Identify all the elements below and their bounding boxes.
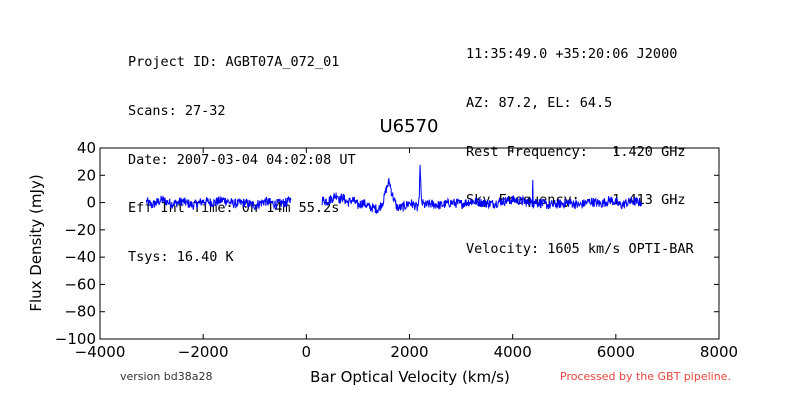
x-tick-label-5: 6000: [597, 343, 635, 361]
y-tick-label-5: −60: [64, 275, 96, 293]
scans: Scans: 27-32: [128, 103, 226, 119]
spectrum-segment-0-1: [321, 164, 643, 214]
x-tick-label-0: −4000: [75, 343, 126, 361]
velocity: Velocity: 1605 km/s OPTI-BAR: [466, 240, 694, 257]
header-right: 11:35:49.0 +35:20:06 J2000 AZ: 87.2, EL:…: [466, 14, 694, 273]
y-tick-label-1: 20: [77, 166, 96, 184]
y-tick-label-0: 40: [77, 139, 96, 157]
axis-ticks: −4000 −2000 0 2000 4000 6000 8000 40 20 0 −20 −40 −6…: [55, 139, 738, 361]
processed-text: Processed by the GBT pipeline.: [560, 370, 731, 383]
version-text: version bd38a28: [120, 370, 213, 383]
x-tick-label-4: 4000: [494, 343, 532, 361]
plot-frame: [99, 147, 720, 340]
spectrum-traces: [145, 164, 643, 214]
x-tick-label-1: −2000: [178, 343, 229, 361]
y-tick-label-3: −20: [64, 221, 96, 239]
az-el: AZ: 87.2, EL: 64.5: [466, 95, 613, 111]
chart-title: U6570: [379, 116, 439, 137]
date: Date: 2007-03-04 04:02:08 UT: [128, 151, 356, 168]
project-id: Project ID: AGBT07A_072_01: [128, 54, 340, 71]
tsys: Tsys: 16.40 K: [128, 248, 234, 265]
x-tick-label-6: 8000: [700, 343, 738, 361]
header-left: Project ID: AGBT07A_072_01 Scans: 27-32 …: [128, 22, 356, 281]
y-tick-label-6: −80: [64, 303, 96, 321]
x-axis-label: Bar Optical Velocity (km/s): [310, 368, 510, 386]
x-tick-label-3: 2000: [390, 343, 428, 361]
coordinates: 11:35:49.0 +35:20:06 J2000: [466, 46, 678, 63]
y-axis-label: Flux Density (mJy): [27, 174, 45, 312]
y-tick-label-2: 0: [86, 194, 96, 212]
y-tick-label-7: −100: [55, 330, 96, 348]
y-tick-label-4: −40: [64, 248, 96, 266]
x-tick-label-2: 0: [302, 343, 312, 361]
spectrum-segment-0-0: [145, 195, 292, 211]
